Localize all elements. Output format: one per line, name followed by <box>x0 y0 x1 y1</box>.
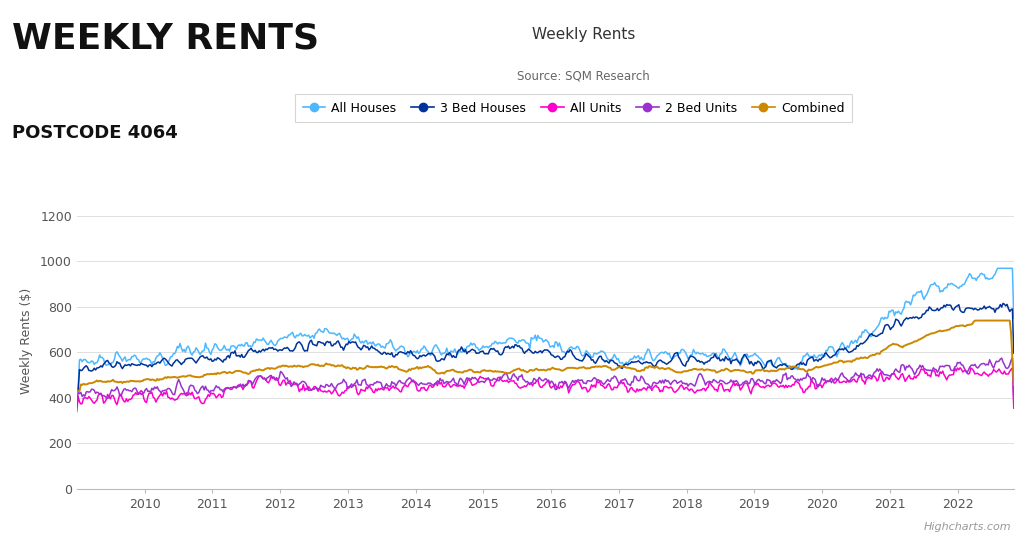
Combined <box>970 317 982 324</box>
Line: 3 Bed Houses: 3 Bed Houses <box>77 303 1014 391</box>
All Units <box>1008 405 1020 411</box>
All Units <box>300 385 312 391</box>
Line: 2 Bed Units: 2 Bed Units <box>77 358 1014 407</box>
Combined <box>915 336 928 342</box>
2 Bed Units <box>71 404 83 410</box>
All Houses <box>300 332 312 339</box>
All Houses <box>800 352 812 358</box>
All Units <box>335 391 347 398</box>
3 Bed Houses <box>1008 350 1020 356</box>
3 Bed Houses <box>686 353 698 360</box>
Y-axis label: Weekly Rents ($): Weekly Rents ($) <box>20 288 33 394</box>
All Units <box>367 389 379 395</box>
All Units <box>800 386 812 393</box>
Combined <box>1008 382 1020 388</box>
2 Bed Units <box>1007 355 1019 361</box>
Combined <box>300 363 312 369</box>
Combined <box>367 364 379 370</box>
All Houses <box>915 287 928 294</box>
Text: Weekly Rents: Weekly Rents <box>532 27 635 42</box>
Combined <box>71 388 83 394</box>
Text: Highcharts.com: Highcharts.com <box>924 521 1012 532</box>
2 Bed Units <box>335 380 347 386</box>
All Units <box>71 408 83 415</box>
3 Bed Houses <box>335 344 347 351</box>
Combined <box>800 368 812 375</box>
Line: All Houses: All Houses <box>77 268 1014 389</box>
3 Bed Houses <box>71 388 83 394</box>
2 Bed Units <box>915 364 928 371</box>
All Houses <box>686 352 698 358</box>
3 Bed Houses <box>367 345 379 351</box>
2 Bed Units <box>300 381 312 387</box>
Combined <box>686 366 698 373</box>
Text: WEEKLY RENTS: WEEKLY RENTS <box>12 21 319 55</box>
All Houses <box>367 339 379 345</box>
All Units <box>686 386 698 393</box>
All Houses <box>991 265 1004 272</box>
All Houses <box>1008 315 1020 322</box>
3 Bed Houses <box>997 300 1010 307</box>
Combined <box>335 362 347 369</box>
2 Bed Units <box>367 382 379 388</box>
2 Bed Units <box>800 374 812 381</box>
Line: Combined: Combined <box>77 321 1014 391</box>
Legend: All Houses, 3 Bed Houses, All Units, 2 Bed Units, Combined: All Houses, 3 Bed Houses, All Units, 2 B… <box>295 94 852 122</box>
All Houses <box>335 333 347 339</box>
All Houses <box>71 386 83 392</box>
Text: Source: SQM Research: Source: SQM Research <box>517 70 650 83</box>
2 Bed Units <box>1008 397 1020 403</box>
All Units <box>954 365 967 371</box>
3 Bed Houses <box>800 362 812 368</box>
3 Bed Houses <box>300 347 312 354</box>
2 Bed Units <box>686 381 698 387</box>
Line: All Units: All Units <box>77 368 1014 411</box>
All Units <box>915 366 928 372</box>
Text: POSTCODE 4064: POSTCODE 4064 <box>12 124 178 142</box>
3 Bed Houses <box>915 314 928 321</box>
